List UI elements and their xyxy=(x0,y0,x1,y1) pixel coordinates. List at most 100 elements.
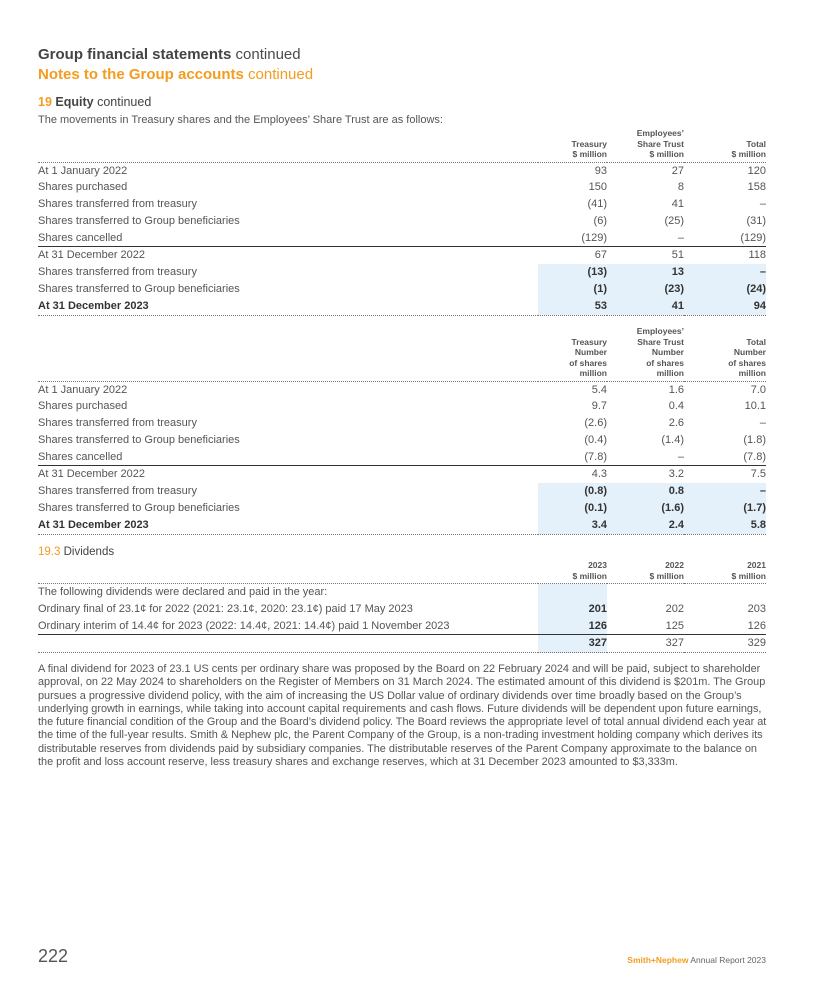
cell-value: 9.7 xyxy=(591,400,607,413)
cell-value: 41 xyxy=(671,198,684,211)
column-header-line: 2023 xyxy=(588,560,607,570)
dividends-title: Dividends xyxy=(63,546,115,558)
table-row: Shares purchased 9.7 0.4 10.1 xyxy=(38,398,766,415)
cell-value: 126 xyxy=(747,619,766,632)
column-header-line: Number xyxy=(733,347,766,357)
title-suffix: continued xyxy=(235,46,301,63)
table-row: Shares transferred from treasury (2.6) 2.6… xyxy=(38,415,766,432)
table-row: Ordinary interim of 14.4¢ for 2023 (2022… xyxy=(38,617,766,635)
cell-value: 7.5 xyxy=(750,468,766,481)
column-header-line: $ million xyxy=(731,570,766,581)
row-label: Shares purchased xyxy=(38,400,128,413)
row-label: Shares transferred from treasury xyxy=(38,417,197,430)
title-bold: Group financial statements xyxy=(38,46,232,63)
cell-value: (1) xyxy=(538,281,607,298)
cell-value: – xyxy=(759,198,766,211)
cell-value: (1.4) xyxy=(661,433,684,446)
column-header-line: $ million xyxy=(572,570,607,581)
footer-brand: Smith+Nephew Annual Report 2023 xyxy=(627,955,766,965)
table-row: At 31 December 2022 67 51 118 xyxy=(38,246,766,264)
cell-value: 8 xyxy=(677,181,684,194)
cell-value: 5.4 xyxy=(591,383,607,396)
dividends-heading: 19.3 Dividends xyxy=(38,546,114,558)
subtitle-bold: Notes to the Group accounts xyxy=(38,66,244,83)
row-label: Ordinary final of 23.1¢ for 2022 (2021: … xyxy=(38,602,413,615)
table-row: Ordinary final of 23.1¢ for 2022 (2021: … xyxy=(38,600,766,618)
cell-value: – xyxy=(677,231,684,244)
row-label: At 31 December 2022 xyxy=(38,249,146,262)
cell-value: 118 xyxy=(748,249,766,262)
row-label xyxy=(38,635,538,653)
row-label: At 31 December 2022 xyxy=(38,468,146,481)
cell-value: – xyxy=(759,417,766,430)
cell-value: (7.8) xyxy=(743,450,766,463)
cell-value: (41) xyxy=(587,198,607,211)
cell-value: 67 xyxy=(594,249,607,262)
cell-value: 53 xyxy=(538,297,607,316)
cell-value: (0.1) xyxy=(538,500,607,517)
column-header-line: of shares xyxy=(728,357,766,368)
treasury-value-table: Treasury $ million Employees’ Share Trust $ … xyxy=(38,128,766,316)
cell-value: 0.4 xyxy=(668,400,684,413)
column-header-line: $ million xyxy=(731,149,766,159)
cell-value: 7.0 xyxy=(750,383,766,396)
table-row: The following dividends were declared an… xyxy=(38,583,766,601)
column-header: Total Number of shares million xyxy=(684,326,766,381)
row-label: Shares transferred from treasury xyxy=(38,266,197,279)
row-label: Shares transferred to Group beneficiarie… xyxy=(38,433,240,446)
dividends-number: 19.3 xyxy=(38,546,61,558)
page-subtitle: Notes to the Group accounts continued xyxy=(38,66,313,83)
column-header: Treasury $ million xyxy=(538,128,607,162)
column-header-line: Employees’ xyxy=(636,326,684,336)
cell-value: 126 xyxy=(538,617,607,635)
header-spacer xyxy=(38,326,538,381)
cell-value xyxy=(538,583,607,601)
cell-value: 10.1 xyxy=(744,400,766,413)
table-header-row: Treasury Number of shares million Employees’… xyxy=(38,326,766,381)
section-intro: The movements in Treasury shares and the… xyxy=(38,114,443,126)
table-header-row: Treasury $ million Employees’ Share Trust $ … xyxy=(38,128,766,162)
cell-value: (13) xyxy=(538,264,607,282)
column-header-line: million xyxy=(579,368,607,378)
cell-value: 120 xyxy=(747,164,766,177)
section-heading: 19 Equity continued xyxy=(38,95,151,109)
row-label: Shares transferred to Group beneficiarie… xyxy=(38,283,240,296)
report-name: Annual Report 2023 xyxy=(690,955,766,965)
row-label: The following dividends were declared an… xyxy=(38,586,328,598)
section-suffix: continued xyxy=(97,95,152,109)
table-row: Shares transferred from treasury (13) 13– xyxy=(38,264,766,282)
row-label: At 1 January 2022 xyxy=(38,383,128,396)
cell-value: 0.8 xyxy=(607,483,684,501)
row-label: At 1 January 2022 xyxy=(38,164,128,177)
cell-value: (25) xyxy=(664,214,684,227)
subtitle-suffix: continued xyxy=(248,66,314,83)
cell-value: 2.4 xyxy=(607,516,684,535)
cell-value: 203 xyxy=(747,602,766,615)
row-label: At 31 December 2023 xyxy=(38,518,149,531)
table-row: Shares transferred to Group beneficiarie… xyxy=(38,281,766,298)
row-label: Shares transferred to Group beneficiarie… xyxy=(38,502,240,515)
column-header-line: million xyxy=(738,368,766,378)
column-header: Total $ million xyxy=(684,128,766,162)
cell-value xyxy=(607,584,684,601)
table-header-row: 2023 $ million 2022 $ million 2021 $ million xyxy=(38,560,766,584)
cell-value: (7.8) xyxy=(584,450,607,463)
cell-value: (1.7) xyxy=(684,500,766,517)
brand-name: Smith+Nephew xyxy=(627,955,689,965)
column-header: Employees’ Share Trust $ million xyxy=(607,128,684,162)
cell-value: 2.6 xyxy=(668,417,684,430)
treasury-shares-number-table: Treasury Number of shares million Employees’… xyxy=(38,326,766,535)
column-header-line: Share Trust xyxy=(637,336,684,347)
table-row: Shares transferred to Group beneficiarie… xyxy=(38,500,766,517)
cell-value: 327 xyxy=(665,637,684,650)
row-label: At 31 December 2023 xyxy=(38,299,149,312)
row-label: Shares purchased xyxy=(38,181,128,194)
cell-value: 5.8 xyxy=(684,516,766,535)
column-header-line: $ million xyxy=(572,149,607,159)
table-row: Shares purchased 150 8 158 xyxy=(38,179,766,196)
table-row: Shares cancelled (7.8) – (7.8) xyxy=(38,449,766,466)
column-header: 2021 $ million xyxy=(684,560,766,584)
column-header: Treasury Number of shares million xyxy=(538,326,607,381)
cell-value: – xyxy=(684,483,766,501)
column-header-line: million xyxy=(656,368,684,378)
